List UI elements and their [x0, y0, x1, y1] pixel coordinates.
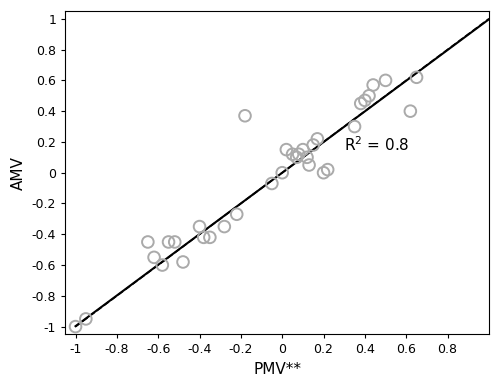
Point — [305, 162, 313, 168]
Point — [179, 259, 187, 265]
Point — [303, 154, 311, 160]
Point — [369, 82, 377, 88]
Text: R$^2$ = 0.8: R$^2$ = 0.8 — [344, 136, 410, 154]
Point — [164, 239, 172, 245]
Point — [144, 239, 152, 245]
Point — [150, 254, 158, 260]
Point — [170, 239, 178, 245]
Point — [324, 166, 332, 173]
Point — [412, 74, 420, 80]
Point — [158, 262, 166, 268]
Point — [82, 316, 90, 322]
Point — [241, 113, 249, 119]
Point — [350, 123, 358, 130]
Point — [361, 97, 369, 104]
Point — [320, 170, 328, 176]
Point — [309, 142, 317, 148]
Point — [268, 180, 276, 187]
Point — [382, 77, 390, 83]
Point — [288, 151, 296, 158]
Point — [206, 234, 214, 241]
Point — [314, 136, 322, 142]
Y-axis label: AMV: AMV — [11, 156, 26, 190]
Point — [294, 151, 302, 158]
Point — [278, 170, 286, 176]
Point — [220, 223, 228, 230]
Point — [406, 108, 414, 114]
Point — [72, 324, 80, 330]
Point — [292, 154, 300, 160]
Point — [196, 223, 203, 230]
Point — [200, 234, 207, 241]
Point — [232, 211, 240, 217]
Point — [356, 100, 364, 107]
Point — [282, 147, 290, 153]
Point — [365, 93, 373, 99]
Point — [299, 147, 307, 153]
X-axis label: PMV**: PMV** — [253, 362, 301, 377]
